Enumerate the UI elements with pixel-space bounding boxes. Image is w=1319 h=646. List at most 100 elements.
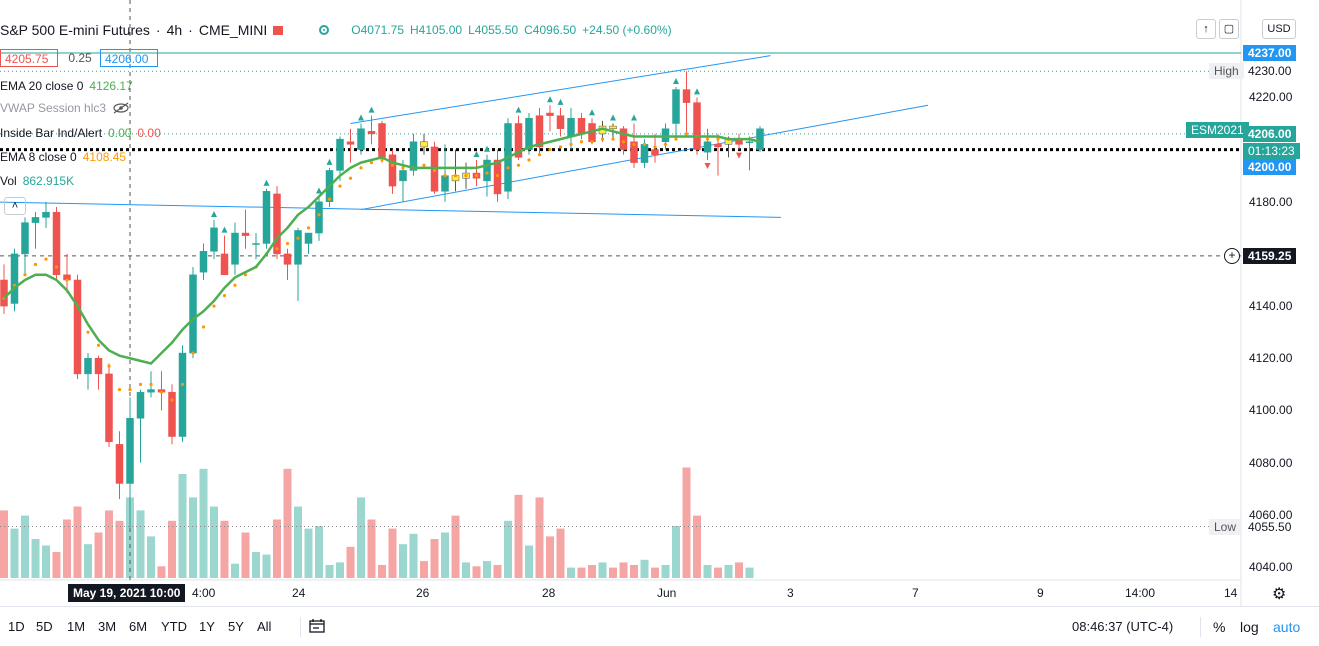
- volume-bar: [577, 567, 586, 578]
- candle-body: [672, 89, 680, 124]
- log-scale-button[interactable]: log: [1240, 619, 1259, 635]
- volume-bar: [598, 562, 607, 578]
- currency-button[interactable]: USD: [1262, 19, 1296, 39]
- ema8-dot: [485, 171, 489, 175]
- hidden-eye-icon[interactable]: [112, 102, 130, 114]
- high-value: 4230.00: [1248, 64, 1292, 79]
- candle-body: [136, 391, 145, 419]
- ema8-dot: [401, 166, 405, 170]
- candle-body: [399, 170, 407, 182]
- arrow-up-button[interactable]: ↑: [1196, 19, 1216, 39]
- buy-signal-marker: [673, 77, 679, 84]
- ema8-dot: [296, 236, 300, 240]
- candle-body: [241, 232, 250, 236]
- volume-bar: [21, 515, 29, 578]
- interval-label[interactable]: 4h: [166, 22, 183, 38]
- volume-bar: [346, 546, 355, 578]
- volume-bar: [0, 510, 8, 578]
- volume-bar: [714, 567, 722, 578]
- buy-signal-marker: [368, 106, 375, 113]
- volume-bar: [703, 565, 712, 578]
- buy-signal-marker: [221, 226, 228, 233]
- volume-bar: [10, 528, 19, 578]
- candle-body: [168, 391, 176, 437]
- ema8-dot: [632, 142, 636, 146]
- price-tick-label: 4140.00: [1249, 299, 1293, 314]
- buy-signal-marker: [326, 158, 333, 165]
- ema20-legend[interactable]: EMA 20 close 0 4126.17: [0, 79, 133, 93]
- clock-timezone[interactable]: 08:46:37 (UTC-4): [1072, 619, 1174, 634]
- candle-body: [105, 373, 113, 442]
- candle-body: [714, 144, 722, 148]
- low-value: 4055.50: [1248, 519, 1292, 534]
- range-button-6m[interactable]: 6M: [129, 619, 148, 634]
- candle-body: [283, 253, 292, 265]
- candle-body: [441, 175, 449, 192]
- ema8-dot: [443, 174, 447, 178]
- maximize-button[interactable]: ▢: [1219, 19, 1239, 39]
- time-tick-label: 24: [292, 586, 306, 600]
- ema8-dot: [663, 142, 668, 146]
- volume-bar: [472, 566, 481, 578]
- ema8-dot: [243, 273, 248, 277]
- time-tick-label: 9: [1037, 586, 1044, 600]
- vwap-label: VWAP Session hlc3: [0, 101, 107, 115]
- percent-scale-button[interactable]: %: [1213, 619, 1226, 635]
- volume-bar: [63, 519, 71, 578]
- volume-bar: [94, 532, 103, 578]
- range-button-ytd[interactable]: YTD: [161, 619, 187, 634]
- ohlc-high: H4105.00: [410, 23, 463, 37]
- ema8-dot: [275, 247, 279, 251]
- volume-legend[interactable]: Vol 862.915K: [0, 174, 74, 188]
- volume-bar: [745, 567, 754, 578]
- ema8-dot: [327, 197, 332, 201]
- ema8-dot: [33, 262, 38, 266]
- range-button-1m[interactable]: 1M: [67, 619, 86, 634]
- candle-body: [535, 115, 544, 148]
- calendar-goto-icon[interactable]: [308, 618, 326, 634]
- candle-body: [0, 279, 8, 307]
- range-button-5d[interactable]: 5D: [36, 619, 53, 634]
- volume-bar: [661, 565, 670, 578]
- volume-bar: [52, 552, 61, 578]
- trendline: [350, 55, 771, 124]
- range-button-3m[interactable]: 3M: [98, 619, 117, 634]
- inside-bar-legend[interactable]: Inside Bar Ind/Alert 0.00 0.00: [0, 126, 161, 140]
- buy-button[interactable]: 4206.00: [100, 49, 158, 67]
- ema8-legend[interactable]: EMA 8 close 0 4108.45: [0, 150, 126, 164]
- volume-bar: [252, 552, 260, 578]
- add-alert-icon[interactable]: +: [1224, 247, 1240, 264]
- ema8-dot: [474, 174, 479, 178]
- auto-scale-button[interactable]: auto: [1273, 619, 1301, 635]
- crosshair-time-label: May 19, 2021 10:00: [68, 584, 186, 602]
- range-button-all[interactable]: All: [257, 619, 272, 634]
- range-button-5y[interactable]: 5Y: [228, 619, 244, 634]
- volume-bar: [147, 536, 155, 578]
- collapse-legend-button[interactable]: ˄: [4, 197, 26, 215]
- candle-body: [21, 222, 29, 255]
- buy-signal-marker: [610, 114, 616, 121]
- volume-bar: [483, 561, 491, 578]
- time-tick-label: 14: [1224, 586, 1238, 600]
- buy-signal-marker: [211, 211, 217, 217]
- candle-body: [525, 118, 533, 150]
- time-tick-label: 4:00: [192, 586, 216, 600]
- ema8-dot: [506, 166, 510, 170]
- vwap-legend[interactable]: VWAP Session hlc3: [0, 101, 130, 115]
- price-tick-label: 4080.00: [1249, 455, 1293, 470]
- ema8-dot: [495, 174, 500, 178]
- range-button-1d[interactable]: 1D: [8, 619, 25, 634]
- volume-bar: [651, 567, 659, 578]
- arrow-up-icon: ↑: [1203, 23, 1209, 35]
- symbol-name[interactable]: S&P 500 E-mini Futures: [0, 22, 150, 38]
- ema8-dot: [537, 153, 542, 157]
- candle-body: [420, 141, 428, 148]
- sell-button[interactable]: 4205.75: [0, 49, 58, 67]
- settings-gear-icon[interactable]: ⚙: [1272, 586, 1287, 603]
- ema8-label: EMA 8 close 0: [0, 150, 77, 164]
- candle-body: [388, 154, 397, 187]
- top-line-label: 4237.00: [1243, 45, 1297, 62]
- range-button-1y[interactable]: 1Y: [199, 619, 215, 634]
- ema20-label: EMA 20 close 0: [0, 79, 84, 93]
